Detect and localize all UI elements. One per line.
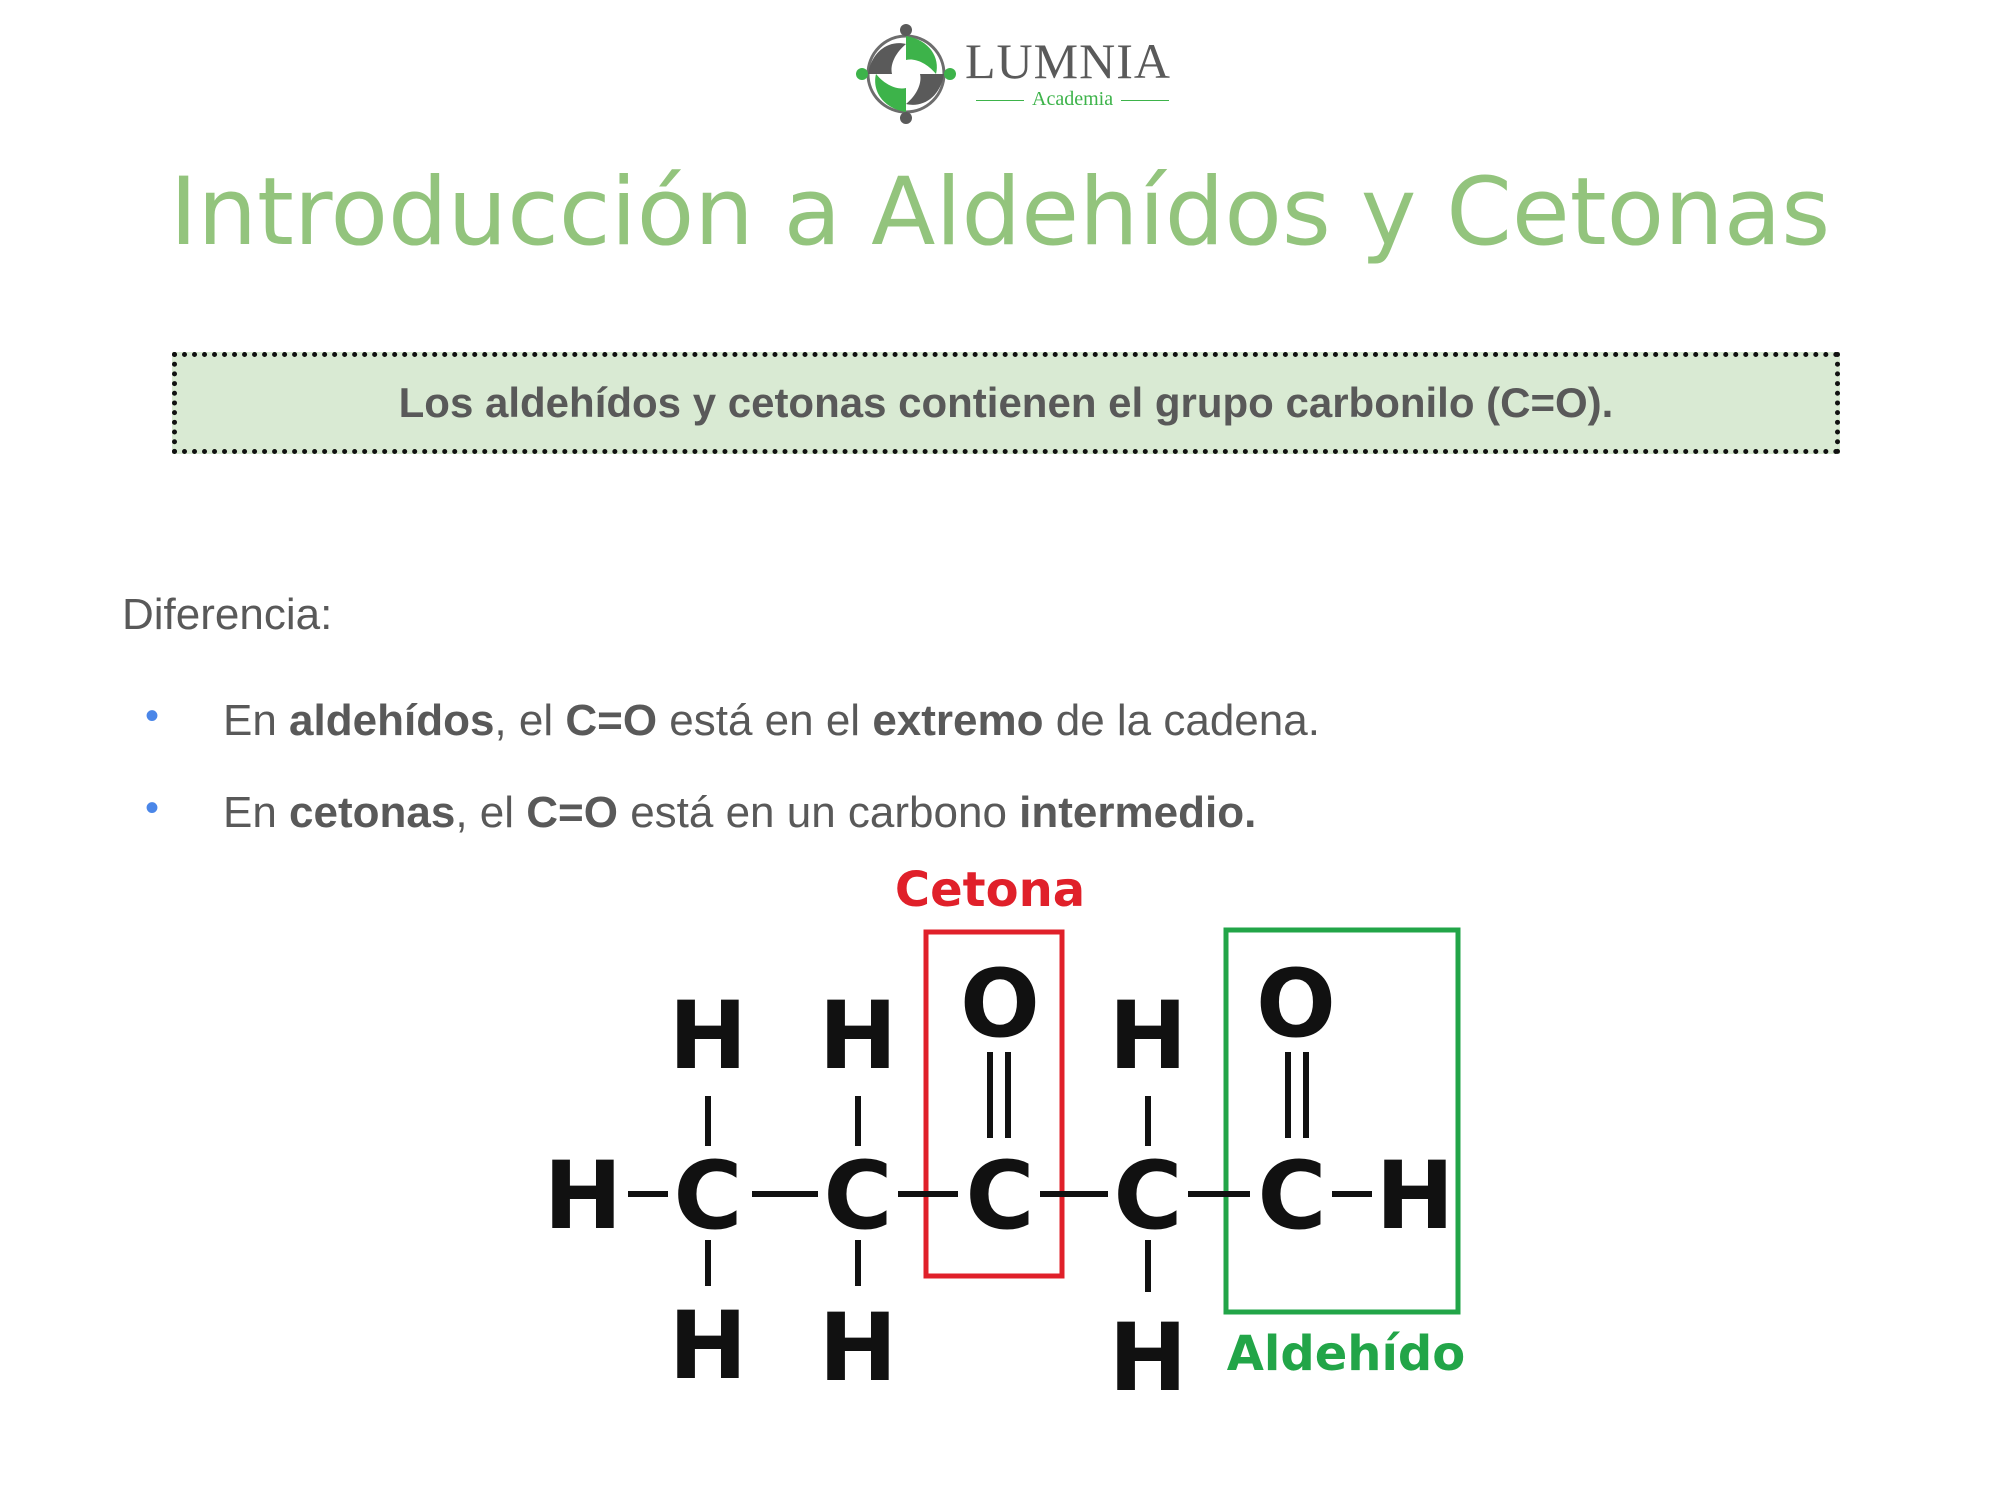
atom-h: H bbox=[819, 1294, 898, 1403]
callout-text: Los aldehídos y cetonas contienen el gru… bbox=[398, 379, 1614, 426]
atom-h: H bbox=[1376, 1142, 1455, 1251]
slide-title: Introducción a Aldehídos y Cetonas bbox=[169, 158, 1831, 267]
atom-h: H bbox=[544, 1142, 623, 1251]
bullet-dot-icon: • bbox=[145, 786, 160, 830]
atom-o: O bbox=[1256, 950, 1336, 1059]
lumnia-logo: LUMNIA Academia bbox=[850, 18, 1170, 130]
aldehyde-label: Aldehído bbox=[1227, 1326, 1465, 1382]
aldehyde-highlight-box bbox=[1223, 927, 1461, 1315]
ketone-label: Cetona bbox=[895, 862, 1085, 918]
lumnia-emblem-icon bbox=[856, 24, 956, 124]
atom-h: H bbox=[669, 1292, 748, 1401]
atom-h: H bbox=[1109, 982, 1188, 1091]
diferencia-label: Diferencia: bbox=[122, 590, 333, 639]
atom-h: H bbox=[1109, 1304, 1188, 1413]
brand-subtitle: Academia bbox=[968, 88, 1168, 111]
atom-h: H bbox=[669, 982, 748, 1091]
atom-c: C bbox=[1258, 1142, 1327, 1251]
atom-o: O bbox=[960, 950, 1040, 1059]
bullet-text: En cetonas, el C=O está en un carbono in… bbox=[223, 788, 1257, 837]
atoms: H C C C C C H H H H O O H H H bbox=[544, 950, 1455, 1413]
bonds bbox=[628, 1052, 1372, 1292]
brand-name: LUMNIA bbox=[965, 33, 1171, 89]
atom-c: C bbox=[1114, 1142, 1183, 1251]
atom-c: C bbox=[824, 1142, 893, 1251]
atom-h: H bbox=[819, 982, 898, 1091]
ketone-highlight-box bbox=[923, 929, 1065, 1279]
carbonyl-callout: Los aldehídos y cetonas contienen el gru… bbox=[172, 352, 1840, 454]
bullet-text: En aldehídos, el C=O está en el extremo … bbox=[223, 696, 1320, 745]
atom-c: C bbox=[966, 1142, 1035, 1251]
atom-c: C bbox=[674, 1142, 743, 1251]
bullet-dot-icon: • bbox=[145, 694, 160, 738]
